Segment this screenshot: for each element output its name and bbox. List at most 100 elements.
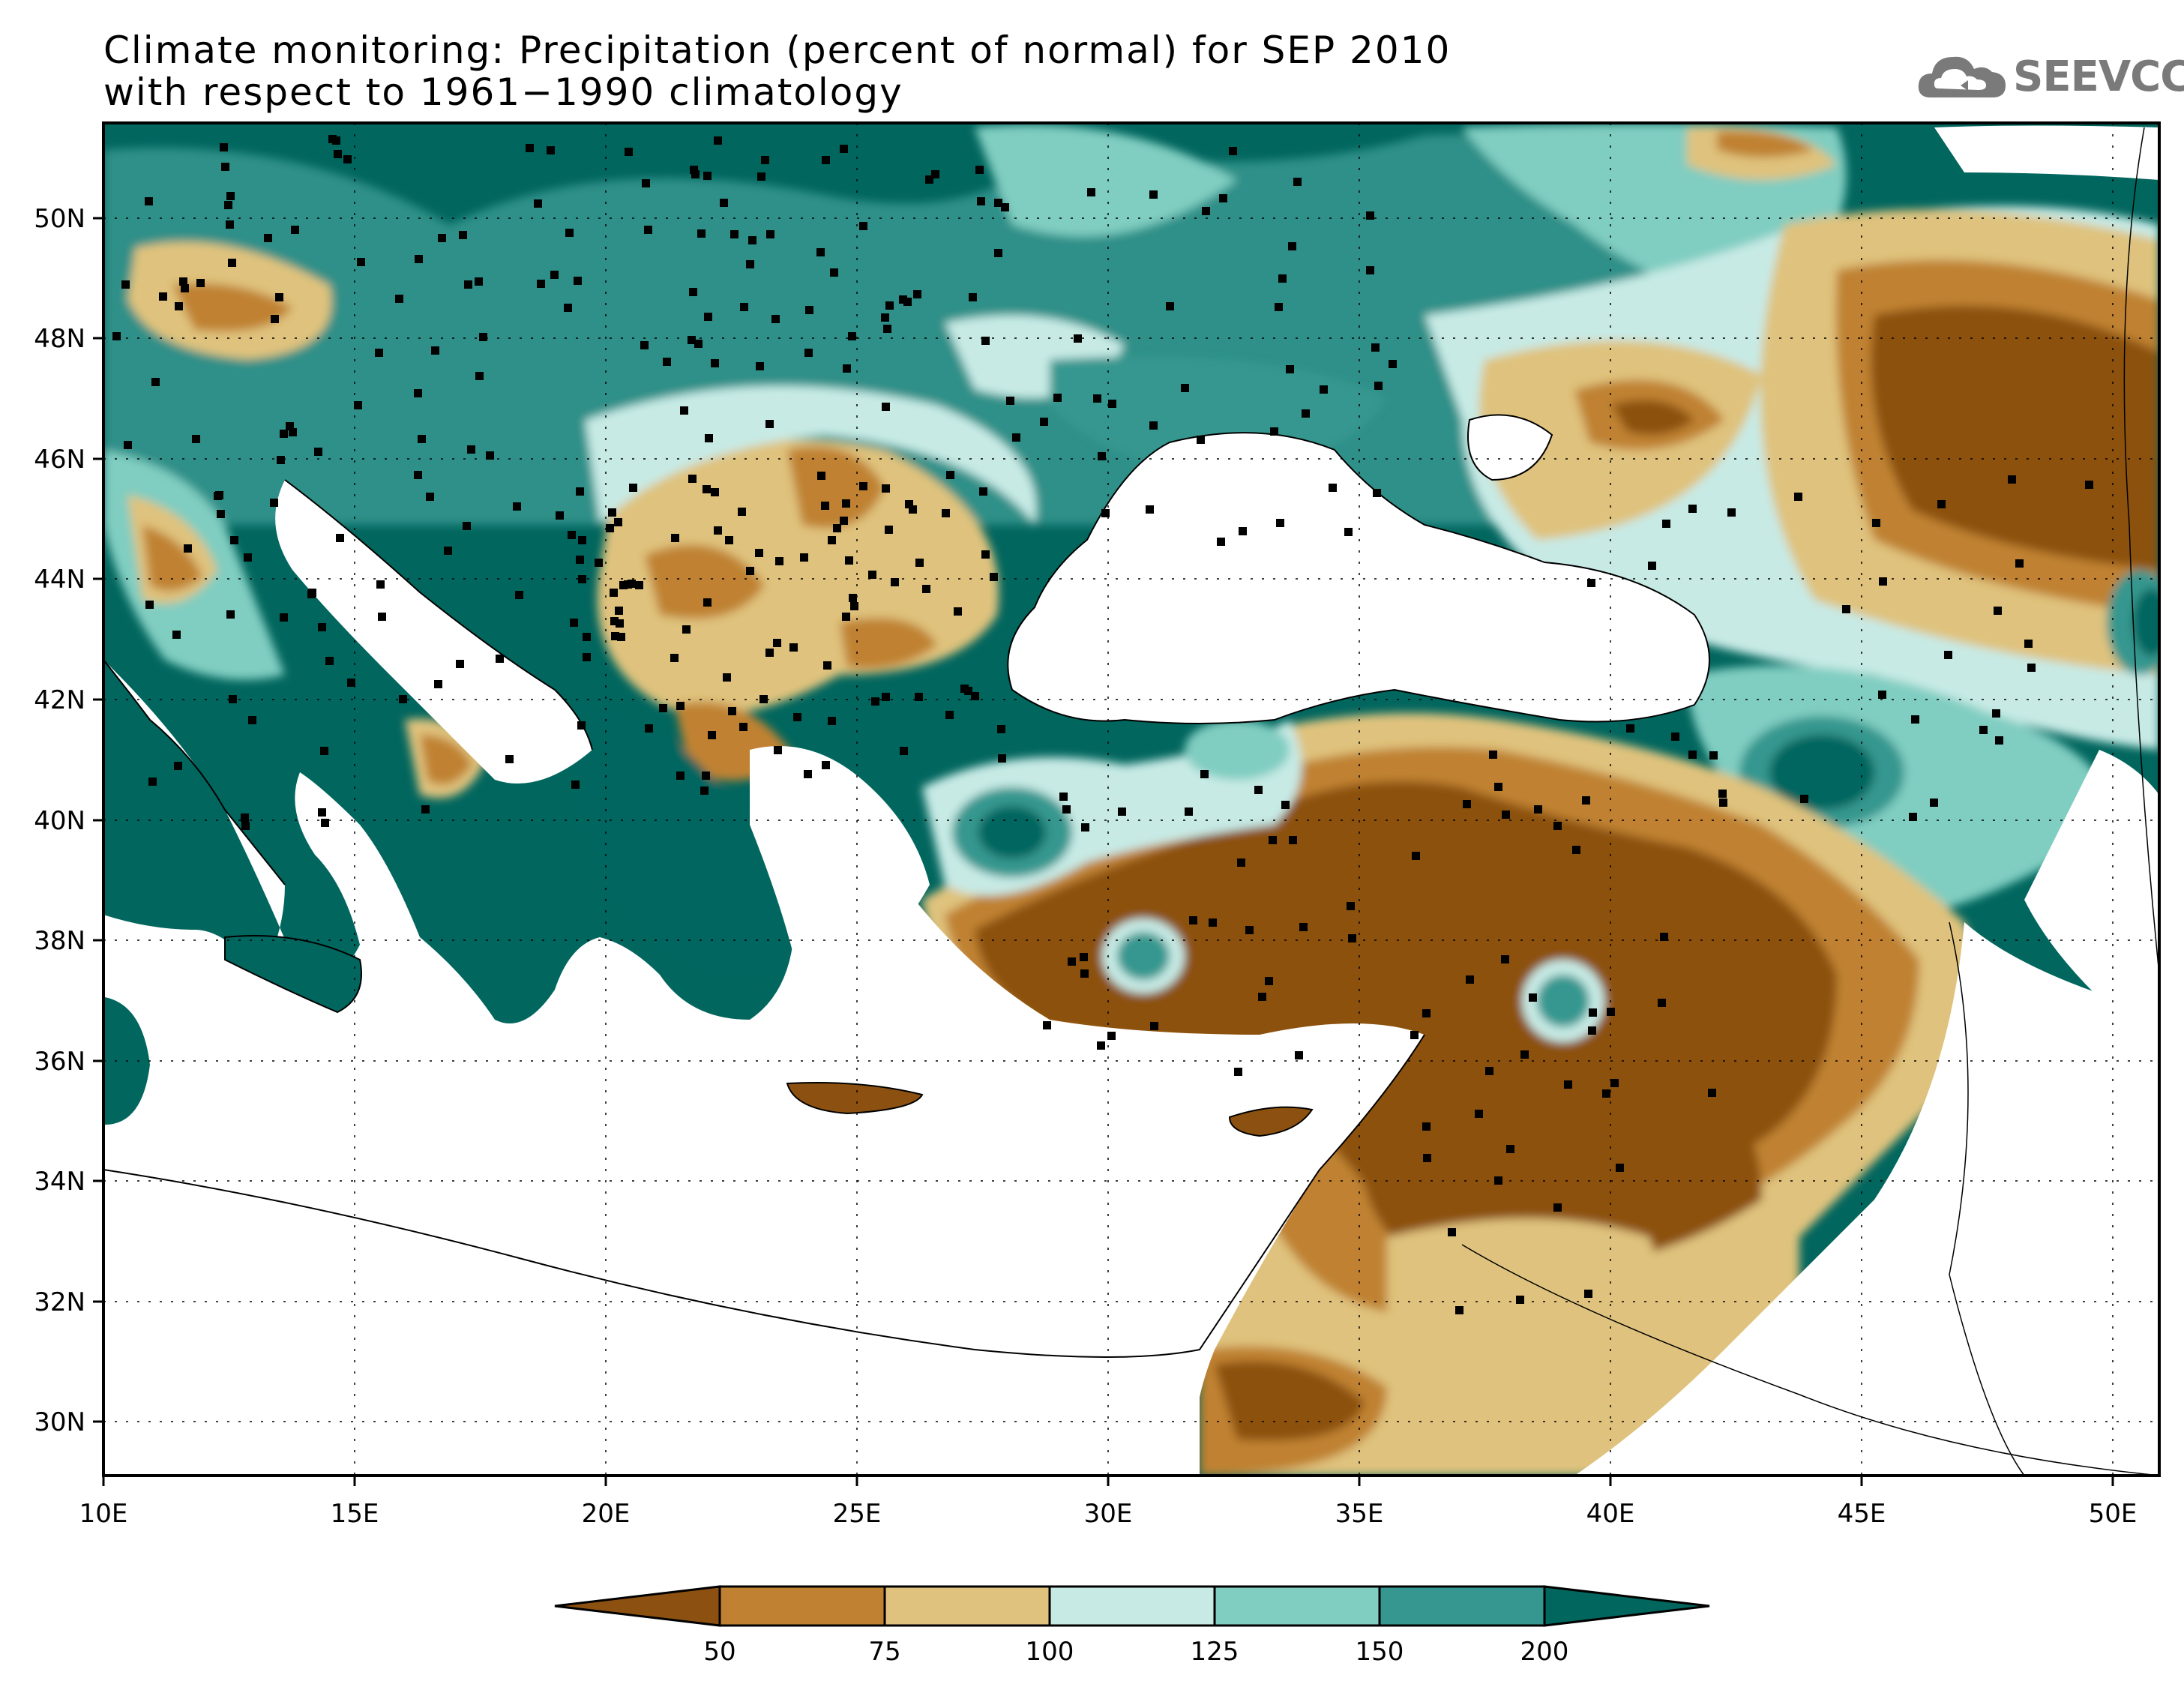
station-marker	[314, 448, 322, 456]
station-marker	[1080, 953, 1088, 961]
station-marker	[1087, 188, 1095, 196]
station-marker	[640, 341, 649, 349]
station-marker	[1288, 242, 1296, 250]
station-marker	[486, 451, 494, 460]
legend-labels: 50 75 100 125 150 200	[703, 1637, 1568, 1667]
station-marker	[2085, 481, 2093, 489]
cloud-icon	[1918, 56, 2006, 97]
station-marker	[793, 713, 801, 721]
station-marker	[1911, 715, 1919, 724]
station-marker	[759, 695, 768, 703]
station-marker	[1348, 934, 1356, 942]
station-marker	[1719, 799, 1727, 807]
y-tick-label: 36N	[34, 1047, 85, 1077]
station-marker	[1234, 1068, 1242, 1076]
station-marker	[913, 290, 921, 298]
station-marker	[774, 746, 782, 754]
station-marker	[226, 192, 235, 200]
station-marker	[564, 304, 572, 312]
station-marker	[915, 693, 923, 701]
station-marker	[192, 435, 200, 443]
station-marker	[1502, 811, 1510, 819]
station-marker	[463, 522, 471, 530]
station-marker	[583, 653, 591, 661]
station-marker	[1688, 751, 1697, 759]
station-marker	[738, 508, 746, 516]
station-marker	[981, 337, 990, 345]
station-marker	[608, 508, 616, 517]
station-marker	[703, 485, 711, 493]
station-marker	[903, 298, 912, 306]
station-marker	[1012, 433, 1020, 442]
station-marker	[1101, 509, 1110, 517]
station-marker	[711, 359, 719, 367]
station-marker	[228, 259, 236, 267]
station-marker	[576, 487, 584, 496]
grid-lines	[103, 123, 2159, 1476]
station-marker	[1281, 801, 1290, 809]
station-marker	[1489, 751, 1497, 759]
station-marker	[691, 170, 700, 178]
station-marker	[414, 471, 422, 479]
station-marker	[714, 136, 722, 145]
coastlines	[103, 127, 2159, 1476]
station-marker	[515, 591, 523, 599]
station-marker	[946, 471, 954, 479]
station-marker	[971, 692, 979, 700]
station-marker	[915, 559, 924, 567]
station-marker	[578, 575, 586, 583]
station-marker	[1587, 579, 1595, 587]
station-marker	[175, 302, 183, 310]
station-marker	[682, 625, 691, 634]
station-marker	[376, 580, 385, 589]
map-title: Climate monitoring: Precipitation (perce…	[103, 28, 1452, 72]
station-marker	[1275, 303, 1283, 311]
station-marker	[1371, 343, 1380, 352]
station-marker	[1909, 813, 1917, 821]
station-marker	[1302, 409, 1310, 418]
station-marker	[610, 589, 618, 597]
station-marker	[1602, 1089, 1610, 1098]
x-tick-label: 50E	[2089, 1499, 2138, 1529]
station-markers	[112, 135, 2093, 1314]
station-marker	[475, 277, 483, 286]
station-marker	[431, 346, 439, 355]
station-marker	[217, 510, 225, 518]
station-marker	[773, 639, 781, 647]
precipitation-field	[103, 123, 2159, 1476]
legend-label: 50	[703, 1637, 735, 1667]
station-marker	[714, 526, 722, 535]
station-marker	[1293, 178, 1302, 186]
station-marker	[1992, 709, 2000, 718]
station-marker	[635, 581, 643, 589]
station-marker	[1389, 360, 1397, 368]
station-marker	[179, 277, 187, 286]
station-marker	[617, 633, 625, 641]
station-marker	[1610, 1079, 1619, 1087]
station-marker	[645, 724, 653, 733]
station-marker	[321, 819, 329, 827]
station-marker	[885, 526, 893, 534]
logo-text: SEEVCCC	[2013, 52, 2184, 101]
station-marker	[659, 704, 667, 712]
station-marker	[1276, 519, 1284, 527]
station-marker	[1688, 505, 1697, 513]
station-marker	[415, 255, 423, 263]
station-marker	[817, 472, 825, 480]
station-marker	[318, 808, 326, 817]
station-marker	[280, 613, 288, 622]
station-marker	[1278, 274, 1287, 283]
station-marker	[230, 536, 238, 544]
station-marker	[849, 594, 857, 602]
station-marker	[1320, 385, 1328, 394]
station-marker	[1494, 1176, 1502, 1185]
station-marker	[414, 389, 422, 397]
station-marker	[942, 509, 950, 517]
station-marker	[954, 607, 962, 616]
station-marker	[226, 610, 235, 619]
station-marker	[700, 787, 709, 795]
station-marker	[526, 144, 534, 152]
station-marker	[816, 248, 825, 256]
station-marker	[395, 295, 403, 303]
station-marker	[196, 279, 205, 287]
